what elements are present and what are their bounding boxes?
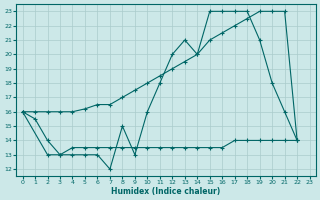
X-axis label: Humidex (Indice chaleur): Humidex (Indice chaleur) [111, 187, 221, 196]
